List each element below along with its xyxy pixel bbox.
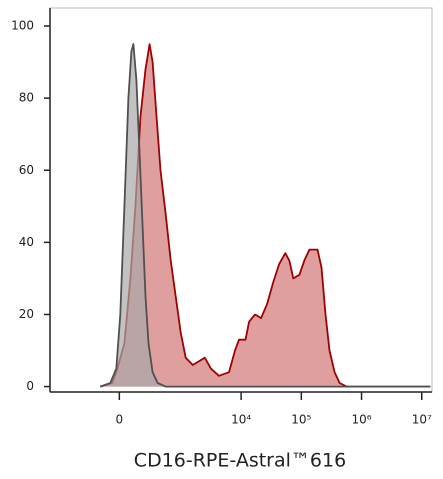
y-tick-label: 60 <box>19 163 34 177</box>
y-tick-label: 20 <box>19 307 34 321</box>
x-tick-label: 0 <box>116 413 124 427</box>
x-tick-label: 10⁴ <box>231 413 251 427</box>
x-axis-label: CD16-RPE-Astral™616 <box>134 450 346 472</box>
x-tick-label: 10⁵ <box>291 413 311 427</box>
plot-frame <box>49 7 433 393</box>
histogram-fill <box>100 44 431 387</box>
y-tick-label: 80 <box>19 91 34 105</box>
histogram-line <box>99 43 431 388</box>
x-tick-label: 10⁶ <box>351 413 371 427</box>
histogram-fill <box>100 44 431 387</box>
x-tick-label: 10⁷ <box>412 413 432 427</box>
y-tick-label: 0 <box>26 379 34 393</box>
y-tick-label: 40 <box>19 235 34 249</box>
histogram-line <box>99 43 431 388</box>
y-tick-label: 100 <box>11 19 34 33</box>
